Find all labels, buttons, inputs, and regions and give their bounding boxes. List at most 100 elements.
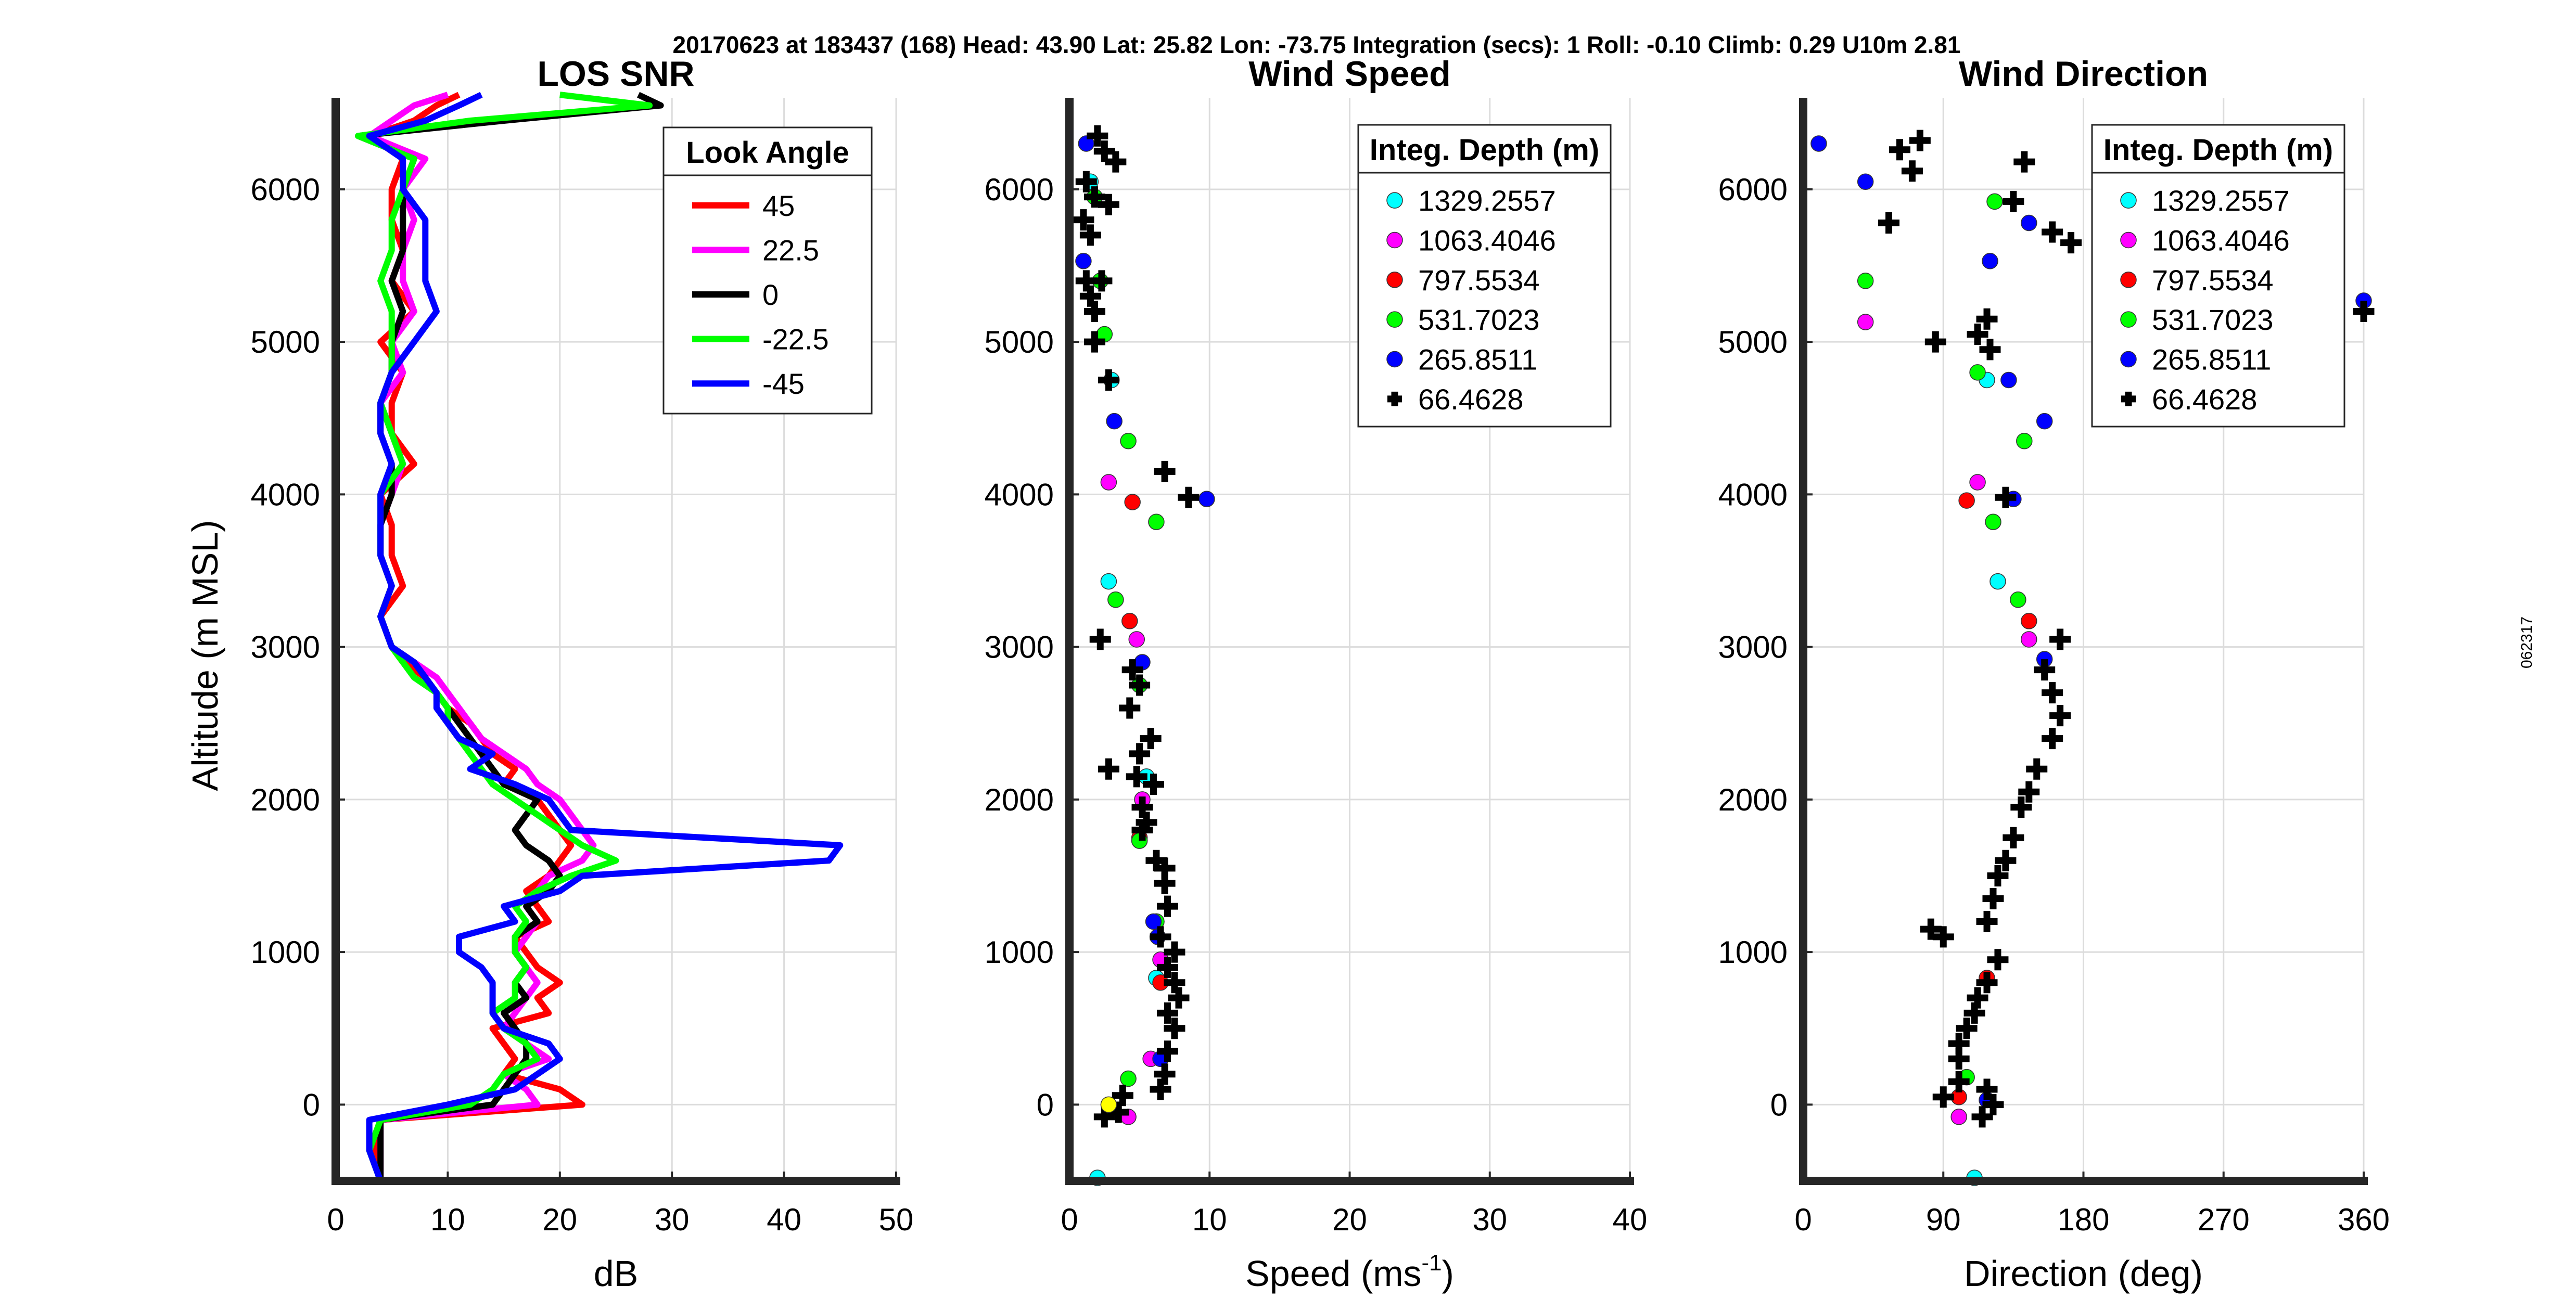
data-point-plus bbox=[1126, 766, 1147, 788]
wind-speed-panel: 0 10 20 30 40 0 1000 2000 3000 4000 5000 6000 Wind … bbox=[985, 54, 1648, 1294]
y-tick-label: 1000 bbox=[251, 935, 320, 970]
x-axis-label: Speed (ms-1) bbox=[1245, 1250, 1454, 1294]
data-point-plus bbox=[1932, 1086, 1954, 1108]
data-point-plus bbox=[1995, 850, 2017, 871]
data-point-plus bbox=[1075, 171, 1097, 192]
legend-swatch-265.8511 bbox=[1386, 351, 1403, 368]
tick-labels: 0 10 20 30 40 50 0 1000 2000 3000 4000 5000 6000 bbox=[251, 172, 914, 1237]
legend-swatch-797.5534 bbox=[1386, 272, 1403, 288]
data-point-plus bbox=[2034, 659, 2056, 681]
data-point-plus bbox=[1119, 697, 1141, 719]
axes-frame bbox=[331, 98, 900, 1185]
data-point bbox=[1100, 474, 1117, 491]
data-point-plus bbox=[1987, 949, 2009, 971]
legend-label-66.4628: 66.4628 bbox=[1418, 383, 1523, 416]
data-point-plus bbox=[2042, 221, 2063, 243]
data-point bbox=[1969, 474, 1986, 491]
y-tick-label: 3000 bbox=[251, 630, 320, 665]
y-tick-label: 2000 bbox=[1718, 782, 1788, 817]
y-axis-label: Altitude (m MSL) bbox=[185, 520, 225, 791]
y-tick-label: 2000 bbox=[251, 782, 320, 817]
data-point-plus bbox=[1982, 888, 2004, 910]
legend-title: Integ. Depth (m) bbox=[2103, 133, 2333, 167]
legend-swatch-1329.2557 bbox=[1386, 192, 1403, 209]
legend-swatch-531.7023 bbox=[2120, 311, 2137, 328]
panel-title: LOS SNR bbox=[537, 54, 694, 94]
x-tick-label: 0 bbox=[1794, 1202, 1812, 1237]
legend-swatch-531.7023 bbox=[1386, 311, 1403, 328]
data-point-plus bbox=[1129, 674, 1151, 696]
legend: Look Angle 45 22.5 0 -22.5 -45 bbox=[662, 126, 873, 415]
y-tick-label: 0 bbox=[1037, 1087, 1054, 1122]
data-point bbox=[1810, 135, 1827, 152]
data-point-plus bbox=[1083, 331, 1105, 353]
tick-labels: 0 90 180 270 360 0 1000 2000 3000 4000 5000 6000 bbox=[1718, 172, 2390, 1237]
data-point-plus bbox=[2018, 781, 2040, 803]
x-tick-label: 180 bbox=[2057, 1202, 2109, 1237]
data-point-plus bbox=[1073, 209, 1094, 231]
x-tick-label: 40 bbox=[767, 1202, 801, 1237]
data-point-plus bbox=[1098, 758, 1119, 780]
x-tick-label: 10 bbox=[1192, 1202, 1227, 1237]
data-point-plus bbox=[1976, 910, 1998, 932]
legend-label-66.4628: 66.4628 bbox=[2152, 383, 2257, 416]
legend: Integ. Depth (m) 1329.2557 1063.4046 797.55… bbox=[1357, 124, 1612, 428]
data-point-plus bbox=[2003, 827, 2024, 848]
data-point bbox=[2010, 591, 2026, 608]
y-tick-label: 5000 bbox=[1718, 325, 1788, 359]
data-point-plus bbox=[2049, 705, 2071, 727]
data-point-plus bbox=[1932, 926, 1954, 948]
data-point bbox=[1075, 253, 1092, 269]
data-point-plus bbox=[1079, 285, 1101, 307]
data-point bbox=[1148, 513, 1165, 530]
data-point-plus bbox=[1150, 1078, 1171, 1100]
legend-label-22.5: 22.5 bbox=[762, 234, 819, 266]
data-point bbox=[1985, 513, 2001, 530]
data-point bbox=[1107, 591, 1124, 608]
panel-title: Wind Direction bbox=[1959, 54, 2208, 94]
side-label: 062317 bbox=[2518, 616, 2535, 668]
data-point bbox=[1100, 573, 1117, 590]
data-point-plus bbox=[2010, 796, 2032, 818]
data-point-plus bbox=[1987, 865, 2009, 887]
data-point bbox=[2036, 413, 2053, 430]
data-point bbox=[1958, 492, 1975, 509]
x-tick-label: 40 bbox=[1613, 1202, 1648, 1237]
data-point-plus bbox=[1079, 224, 1101, 246]
y-tick-label: 0 bbox=[1770, 1087, 1788, 1122]
data-point-plus bbox=[1093, 1106, 1115, 1128]
plot-points bbox=[1810, 130, 2375, 1186]
legend-label-45: 45 bbox=[762, 189, 795, 222]
data-point-plus bbox=[1901, 160, 1923, 182]
data-point-plus bbox=[1154, 1063, 1176, 1085]
legend-label-797.5534: 797.5534 bbox=[1418, 264, 1540, 297]
data-point-plus bbox=[1164, 972, 1185, 994]
legend-label-531.7023: 531.7023 bbox=[2152, 303, 2274, 336]
data-point-plus bbox=[1995, 486, 2017, 508]
data-point-plus bbox=[1156, 956, 1178, 978]
tick-labels: 0 10 20 30 40 0 1000 2000 3000 4000 5000 6000 bbox=[985, 172, 1648, 1237]
data-point-plus bbox=[1889, 139, 1910, 161]
legend-label--22.5: -22.5 bbox=[762, 323, 829, 356]
data-point bbox=[1120, 1070, 1137, 1087]
data-point-plus bbox=[1105, 151, 1127, 173]
y-tick-label: 6000 bbox=[1718, 172, 1788, 207]
x-tick-label: 20 bbox=[542, 1202, 577, 1237]
legend-label-531.7023: 531.7023 bbox=[1418, 303, 1540, 336]
y-tick-label: 5000 bbox=[985, 325, 1054, 359]
data-point-plus bbox=[1150, 926, 1171, 948]
data-point bbox=[1121, 613, 1138, 629]
data-point-plus bbox=[1976, 972, 1998, 994]
data-point-plus bbox=[1168, 987, 1190, 1009]
data-point bbox=[1145, 913, 1162, 930]
data-point-plus bbox=[1982, 1094, 2004, 1115]
y-tick-label: 5000 bbox=[251, 325, 320, 359]
data-point bbox=[2021, 214, 2037, 231]
data-point-plus bbox=[2049, 628, 2071, 650]
data-point-plus bbox=[1979, 339, 2001, 361]
header-info: 20170623 at 183437 (168) Head: 43.90 Lat… bbox=[673, 31, 1961, 58]
data-point bbox=[2000, 371, 2017, 389]
data-point-plus bbox=[1131, 819, 1153, 841]
data-point bbox=[2021, 631, 2037, 648]
data-point-plus bbox=[1154, 460, 1176, 482]
